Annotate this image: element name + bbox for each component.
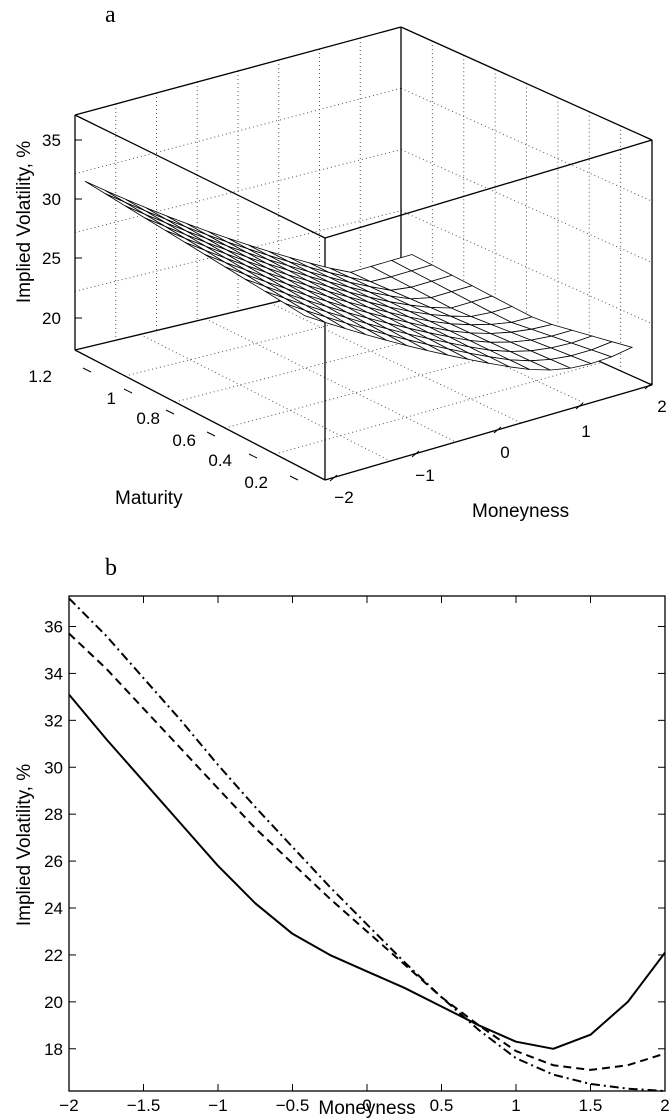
z-axis-ticks [75,139,82,319]
z-tick-label: 35 [42,131,61,150]
grid-line [205,318,457,443]
moneyness-axis-label: Moneyness [472,501,569,522]
moneyness-tick-label: 2 [657,397,666,416]
x-tick-label: 0.5 [430,1096,454,1115]
grid-line [400,149,653,263]
grid-line [74,149,402,233]
maturity-axis-label: Maturity [115,488,183,509]
y-tick-label: 18 [44,1040,63,1059]
y-tick-label: 30 [44,758,63,777]
maturity-tick-label: 0.2 [244,473,268,492]
y-tick-label: 36 [44,617,63,636]
moneyness-axis-ticks [329,382,653,482]
surface-plot-panel: a 20 25 30 35 [14,2,667,522]
plot-ticks: −2 −1.5 −1 −0.5 0 0.5 1 1.5 2 18 20 22 24 26 28 30 32 34 3… [44,596,670,1115]
plot-frame [68,595,666,1092]
panel-a-label: a [105,2,116,28]
x-tick-label: 1 [511,1096,520,1115]
x-axis-label: Moneyness [318,1098,415,1118]
maturity-tick-label: 1 [107,389,116,408]
z-tick-label: 20 [42,309,61,328]
moneyness-tick-label: 1 [581,422,590,441]
y-tick-label: 28 [44,805,63,824]
volatility-surface-mesh [84,180,634,371]
surface-cell [104,193,146,215]
z-tick-label: 25 [42,249,61,268]
x-tick-label: 1.5 [579,1096,603,1115]
surface-cell [590,341,634,358]
maturity-tick-label: 0.6 [172,431,196,450]
x-tick-label: −0.5 [276,1096,310,1115]
panel-b-label: b [105,555,117,581]
grid-line [274,361,602,455]
maturity-tick-label: 0.8 [136,409,160,428]
surface-grid [74,38,653,462]
z-tick-label: 30 [42,190,61,209]
series-line-dashdot [68,597,666,1092]
plot-lines [68,597,666,1092]
y-tick-label: 26 [44,852,63,871]
line-plot-panel: b −2 −1.5 −1 −0.5 0 0.5 1 1.5 2 18 20 22 24 26 28 30 32 3… [14,555,670,1118]
y-tick-label: 34 [44,664,63,683]
y-tick-label: 24 [44,899,63,918]
grid-line [139,333,391,462]
maturity-tick-label: 1.2 [28,367,52,386]
y-tick-label: 20 [44,993,63,1012]
surface-box [74,26,653,481]
z-axis-label: Implied Volatility, % [14,141,35,303]
grid-line [174,316,502,403]
x-tick-label: −1 [208,1096,227,1115]
maturity-axis-ticks [82,367,299,481]
moneyness-tick-label: −2 [334,488,353,507]
x-tick-label: −1.5 [127,1096,161,1115]
moneyness-tick-label: −1 [415,466,434,485]
grid-line [224,339,552,429]
moneyness-tick-label: 0 [500,443,509,462]
surface-cell [125,202,167,224]
y-tick-label: 32 [44,711,63,730]
x-tick-label: 0 [362,1096,371,1115]
maturity-tick-label: 0.4 [208,451,232,470]
x-tick-label: −2 [59,1096,78,1115]
series-line-dashed [68,632,666,1071]
x-tick-label: 2 [660,1096,669,1115]
series-line-solid [68,693,666,1050]
grid-line [74,87,402,175]
y-tick-label: 22 [44,946,63,965]
y-axis-label: Implied Volatility, % [14,764,35,926]
surface-cell [105,190,147,212]
